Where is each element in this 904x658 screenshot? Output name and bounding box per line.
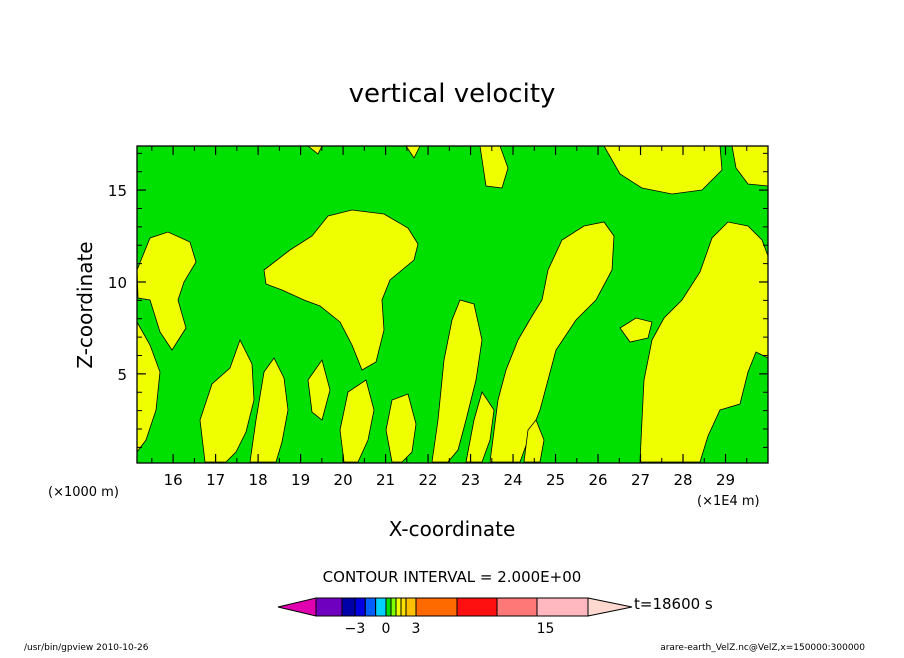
x-unit-label: (×1E4 m)	[697, 494, 760, 509]
x-tick-label: 28	[673, 471, 692, 489]
positive-region	[639, 221, 769, 463]
colorbar-high-arrow	[587, 597, 633, 617]
y-axis-label: Z-coordinate	[73, 241, 97, 368]
x-axis-label: X-coordinate	[389, 517, 516, 541]
colorbar-low-arrow	[277, 597, 317, 617]
y-tick-label: 5	[117, 366, 127, 384]
time-label: t=18600 s	[634, 595, 713, 613]
positive-region	[263, 209, 419, 371]
x-tick-label: 20	[334, 471, 353, 489]
x-tick-label: 19	[291, 471, 310, 489]
colorbar-bin	[385, 597, 392, 617]
colorbar-tick-label: 3	[412, 621, 421, 637]
chart-title: vertical velocity	[349, 79, 556, 109]
colorbar-bin	[354, 597, 366, 617]
footer-right-info: arare-earth_VelZ.nc@VelZ,x=150000:300000	[660, 643, 865, 653]
x-tick-label: 22	[419, 471, 438, 489]
colorbar-bin	[395, 597, 402, 617]
plot-area-frame	[136, 145, 769, 464]
positive-region	[465, 391, 495, 463]
x-tick-label: 23	[461, 471, 480, 489]
x-tick-label: 27	[631, 471, 650, 489]
x-tick-label: 24	[504, 471, 523, 489]
colorbar-bin	[536, 597, 589, 617]
colorbar-bin	[364, 597, 377, 617]
positive-velocity-regions	[136, 145, 769, 463]
colorbar-bin	[390, 597, 397, 617]
x-tick-label: 25	[546, 471, 565, 489]
contour-interval-label: CONTOUR INTERVAL = 2.000E+00	[323, 568, 582, 586]
positive-region	[603, 145, 723, 195]
x-tick-label: 26	[588, 471, 607, 489]
positive-region	[307, 359, 331, 421]
colorbar: −3 0 3 15	[277, 597, 633, 637]
x-tick-label: 21	[376, 471, 395, 489]
x-tick-label: 17	[206, 471, 225, 489]
positive-region	[136, 231, 197, 351]
colorbar-bin	[315, 597, 343, 617]
colorbar-bin	[341, 597, 356, 617]
y-unit-label: (×1000 m)	[48, 485, 119, 500]
positive-region	[339, 379, 375, 463]
colorbar-bin	[405, 597, 417, 617]
x-tick-label: 29	[716, 471, 735, 489]
x-tick-label: 18	[249, 471, 268, 489]
positive-region	[431, 299, 483, 463]
colorbar-tick-label: 0	[382, 621, 391, 637]
positive-region	[385, 393, 417, 463]
x-tick-label: 16	[164, 471, 183, 489]
colorbar-bin	[415, 597, 458, 617]
colorbar-tick-label: 15	[537, 621, 555, 637]
y-tick-label: 15	[108, 182, 127, 200]
positive-region	[489, 221, 615, 463]
colorbar-bin	[456, 597, 498, 617]
colorbar-bin	[375, 597, 387, 617]
positive-region	[619, 317, 653, 343]
positive-region	[249, 357, 289, 463]
y-tick-label: 10	[108, 274, 127, 292]
positive-region	[199, 338, 255, 463]
positive-region	[523, 419, 545, 463]
colorbar-tick-label: −3	[345, 621, 366, 637]
footer-left-info: /usr/bin/gpview 2010-10-26	[24, 643, 149, 653]
y-axis-ticks: 5 10 15	[108, 152, 768, 448]
x-axis-ticks: 16 17 18 19 20 21 22 23 24 25 26 27 28 29	[151, 146, 748, 489]
colorbar-bin	[496, 597, 538, 617]
colorbar-bin	[400, 597, 407, 617]
